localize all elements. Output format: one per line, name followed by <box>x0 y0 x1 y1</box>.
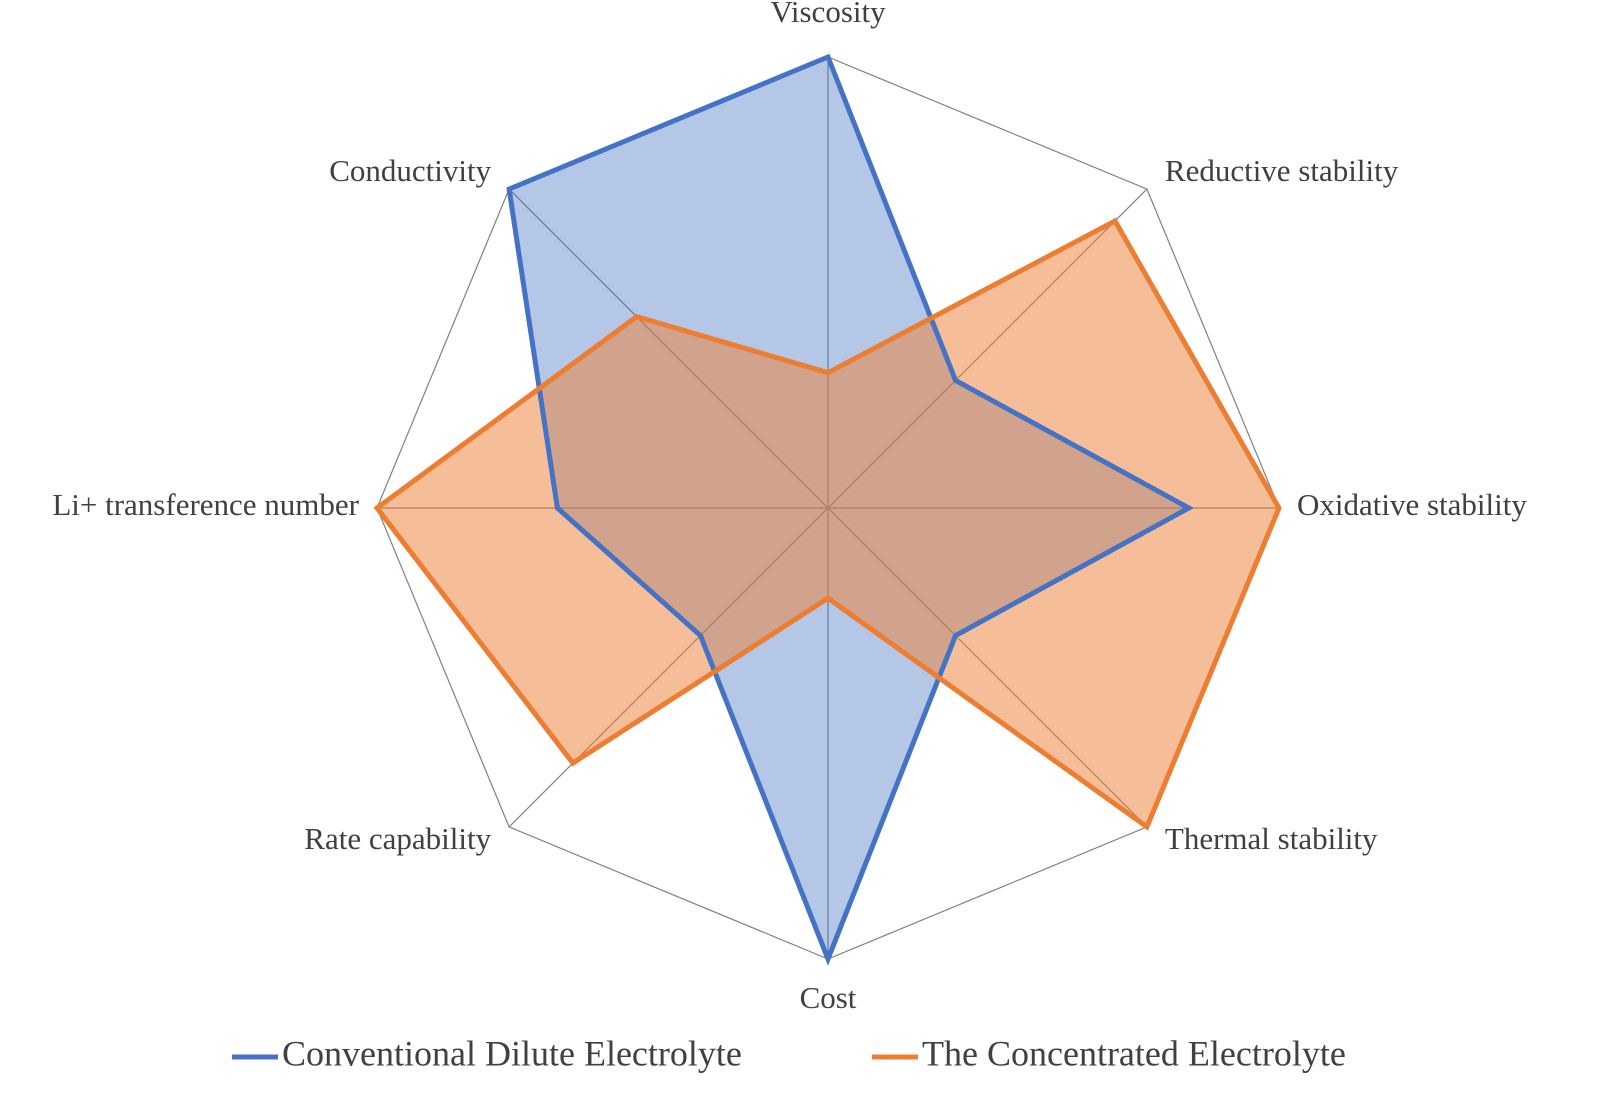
series-line <box>506 53 1195 966</box>
series-area <box>377 220 1279 827</box>
legend-label: The Concentrated Electrolyte <box>922 1033 1346 1073</box>
category-label: Viscosity <box>770 0 886 29</box>
category-label: Reductive stability <box>1165 153 1399 188</box>
category-label: Thermal stability <box>1165 821 1378 856</box>
category-label: Cost <box>800 980 857 1015</box>
category-label: Rate capability <box>304 821 491 856</box>
category-label: Li+ transference number <box>52 487 359 522</box>
category-label: Conductivity <box>329 153 491 188</box>
series-line <box>373 217 1282 831</box>
category-label: Oxidative stability <box>1297 487 1527 522</box>
legend-label: Conventional Dilute Electrolyte <box>282 1033 742 1073</box>
